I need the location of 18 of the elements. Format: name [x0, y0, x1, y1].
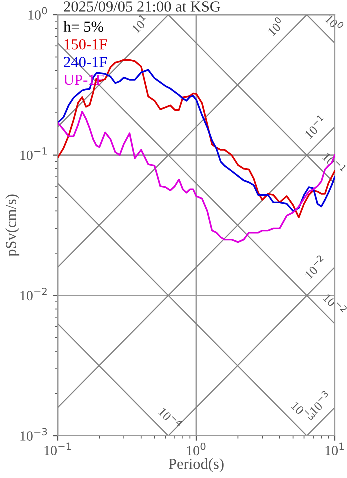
series-label: 240-1F [64, 57, 108, 68]
annotation: 10$^{−1}$ [302, 114, 328, 140]
annotation: 10$^{0}$ [266, 16, 286, 36]
annotation: 10$^{−4}$ [158, 405, 184, 430]
x-tick-label: 10$^{1}$ [326, 442, 344, 456]
series-label: 150-1F [64, 39, 108, 50]
y-tick-label: 10$^{−2}$ [20, 288, 47, 301]
annotation: h= 5% [64, 21, 104, 32]
x-tick-label: 10$^{−1}$ [44, 442, 72, 456]
x-axis-title: Period(s) [168, 458, 224, 472]
chart-title: 2025/09/05 21:00 at KSG [64, 2, 221, 12]
y-tick-label: 10$^{0}$ [28, 7, 48, 20]
y-axis-title: pSv(cm/s) [6, 194, 20, 257]
y-tick-label: 10$^{−1}$ [20, 148, 47, 160]
annotation: 10$^{1}$ [130, 14, 150, 34]
x-tick-label: 10$^{0}$ [187, 442, 206, 456]
y-tick-label: 10$^{−3}$ [20, 428, 48, 441]
annotation: 10$^{−2}$ [302, 254, 328, 280]
